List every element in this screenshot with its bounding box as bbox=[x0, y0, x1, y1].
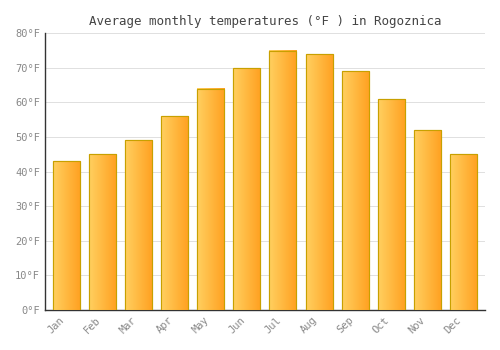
Bar bbox=[378, 99, 404, 310]
Title: Average monthly temperatures (°F ) in Rogoznica: Average monthly temperatures (°F ) in Ro… bbox=[88, 15, 441, 28]
Bar bbox=[378, 99, 404, 310]
Bar bbox=[342, 71, 368, 310]
Bar bbox=[161, 116, 188, 310]
Bar bbox=[450, 154, 477, 310]
Bar bbox=[450, 154, 477, 310]
Bar bbox=[234, 68, 260, 310]
Bar bbox=[125, 140, 152, 310]
Bar bbox=[161, 116, 188, 310]
Bar bbox=[414, 130, 441, 310]
Bar bbox=[198, 89, 224, 310]
Bar bbox=[414, 130, 441, 310]
Bar bbox=[53, 161, 80, 310]
Bar bbox=[306, 54, 332, 310]
Bar bbox=[270, 51, 296, 310]
Bar bbox=[306, 54, 332, 310]
Bar bbox=[125, 140, 152, 310]
Bar bbox=[342, 71, 368, 310]
Bar bbox=[53, 161, 80, 310]
Bar bbox=[270, 51, 296, 310]
Bar bbox=[234, 68, 260, 310]
Bar bbox=[198, 89, 224, 310]
Bar bbox=[89, 154, 116, 310]
Bar bbox=[89, 154, 116, 310]
